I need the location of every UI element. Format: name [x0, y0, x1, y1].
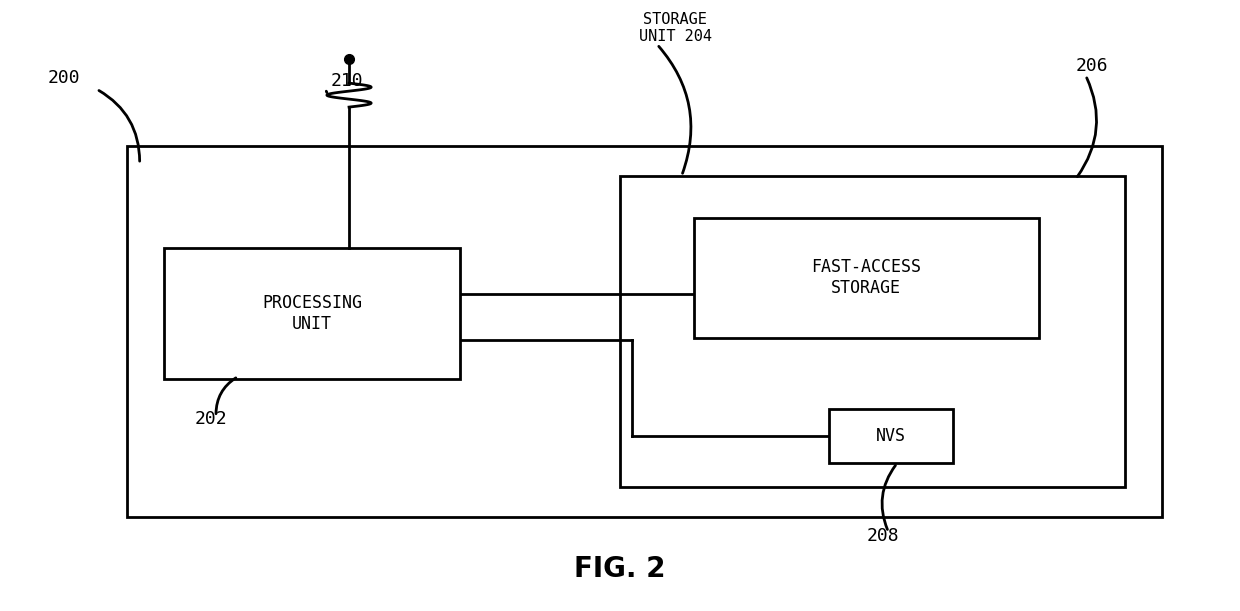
Text: STORAGE
UNIT 204: STORAGE UNIT 204 — [639, 12, 712, 44]
Text: 202: 202 — [195, 411, 228, 428]
Text: FAST-ACCESS
STORAGE: FAST-ACCESS STORAGE — [811, 258, 921, 297]
Text: 208: 208 — [867, 527, 899, 545]
Text: PROCESSING
UNIT: PROCESSING UNIT — [262, 294, 362, 333]
Bar — [620, 176, 1125, 487]
Bar — [164, 247, 460, 379]
Bar — [830, 409, 952, 463]
Text: FIG. 2: FIG. 2 — [574, 555, 666, 583]
Bar — [128, 146, 1162, 517]
Text: 206: 206 — [1076, 57, 1109, 75]
Bar — [694, 218, 1039, 337]
Text: NVS: NVS — [875, 427, 906, 445]
Text: 210: 210 — [331, 72, 363, 90]
Text: 200: 200 — [47, 69, 79, 87]
